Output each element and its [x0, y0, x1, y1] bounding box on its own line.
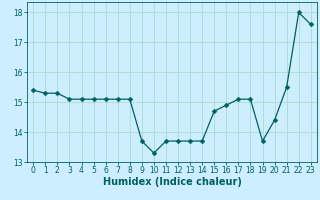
X-axis label: Humidex (Indice chaleur): Humidex (Indice chaleur) [103, 177, 241, 187]
